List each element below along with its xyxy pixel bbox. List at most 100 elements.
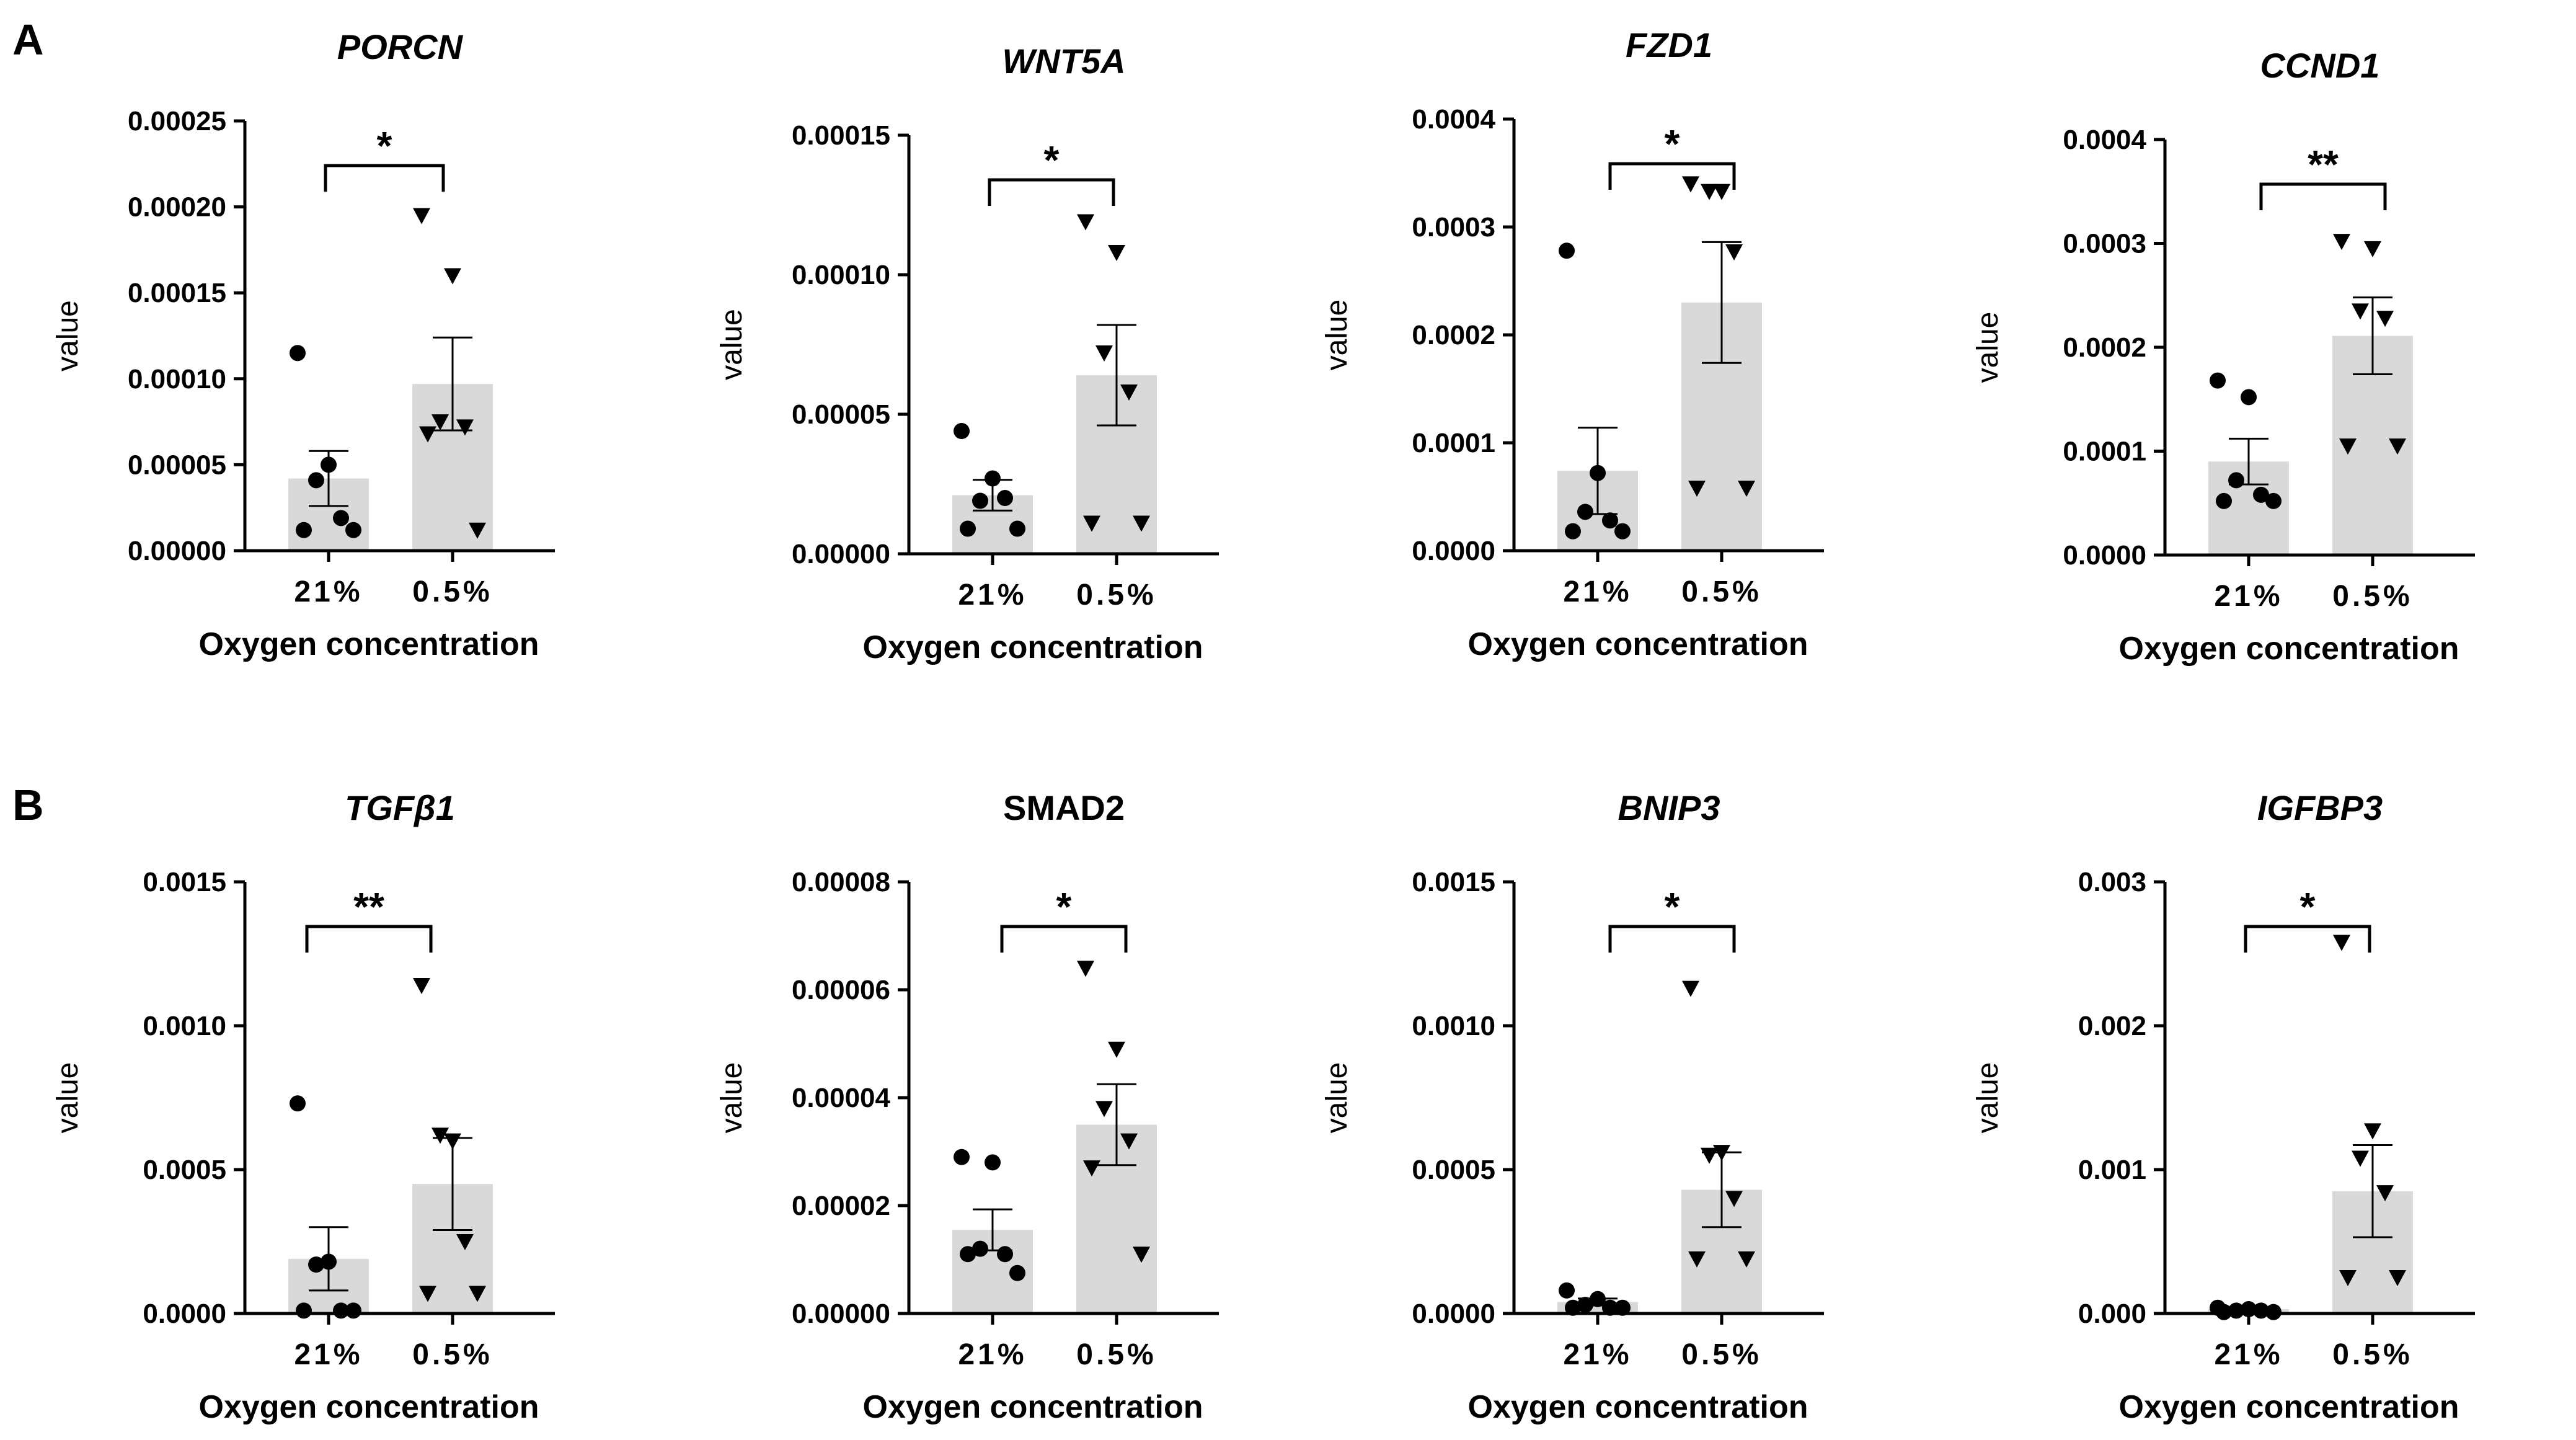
significance-bracket bbox=[2244, 925, 2371, 953]
data-point bbox=[2241, 389, 2257, 406]
data-point bbox=[2253, 486, 2269, 503]
data-point bbox=[2352, 1150, 2369, 1167]
data-point bbox=[1095, 1101, 1113, 1118]
data-point bbox=[2376, 311, 2394, 327]
y-tick-label: 0.0015 bbox=[143, 867, 226, 897]
data-point bbox=[1713, 1145, 1730, 1162]
y-tick-label: 0.0005 bbox=[1412, 1155, 1495, 1185]
x-axis-label: Oxygen concentration bbox=[1468, 1389, 1808, 1425]
data-point bbox=[985, 470, 1001, 487]
data-point bbox=[2333, 935, 2350, 951]
data-point bbox=[1133, 1247, 1150, 1263]
y-axis-label: value bbox=[51, 300, 84, 371]
data-point bbox=[1577, 1297, 1593, 1313]
significance-marker: ** bbox=[353, 884, 384, 929]
significance-marker: ** bbox=[2308, 142, 2339, 187]
data-point bbox=[997, 1246, 1013, 1263]
data-point bbox=[1009, 1264, 1025, 1281]
y-tick-label: 0.00015 bbox=[128, 278, 226, 308]
y-tick-label: 0.00010 bbox=[128, 364, 226, 394]
chart-porcn: PORCN 0.00000 0.00005 0.00010 0.00015 0.00020… bbox=[51, 27, 555, 662]
data-point bbox=[308, 472, 324, 489]
chart-fzd1: FZD1 0.0000 0.0001 0.0002 0.0003 0.0004 21% 0.5… bbox=[1321, 25, 1824, 662]
y-tick-label: 0.0003 bbox=[2063, 229, 2146, 259]
data-point bbox=[1077, 961, 1094, 977]
data-point bbox=[321, 1253, 337, 1270]
y-tick-label: 0.00004 bbox=[792, 1083, 891, 1113]
x-tick-label: 21% bbox=[2214, 580, 2283, 613]
data-point bbox=[419, 426, 436, 443]
x-axis-label: Oxygen concentration bbox=[199, 1389, 539, 1425]
data-point bbox=[2389, 438, 2406, 455]
panel-label-b: B bbox=[12, 781, 44, 829]
data-point bbox=[1565, 1299, 1581, 1316]
y-tick-label: 0.0001 bbox=[1412, 428, 1495, 458]
significance-marker: * bbox=[377, 123, 392, 168]
data-point bbox=[1083, 1160, 1100, 1177]
data-point bbox=[1701, 184, 1718, 200]
data-point bbox=[1077, 214, 1094, 231]
data-point bbox=[1713, 184, 1730, 200]
data-point bbox=[290, 345, 306, 362]
y-tick-label: 0.0004 bbox=[2063, 125, 2146, 155]
y-tick-label: 0.00010 bbox=[792, 260, 890, 290]
x-tick-label: 0.5% bbox=[1681, 1338, 1761, 1371]
y-axis-label: value bbox=[1972, 312, 2004, 383]
y-tick-label: 0.003 bbox=[2078, 867, 2146, 897]
y-tick-label: 0.0010 bbox=[1412, 1011, 1495, 1041]
x-tick-label: 0.5% bbox=[2332, 1338, 2412, 1371]
y-tick-label: 0.0003 bbox=[1412, 212, 1495, 242]
data-point bbox=[960, 1246, 976, 1263]
y-tick-label: 0.0015 bbox=[1412, 867, 1495, 897]
significance-bracket bbox=[988, 178, 1115, 206]
data-point bbox=[1095, 345, 1113, 362]
data-point bbox=[2389, 1270, 2406, 1286]
x-tick-label: 21% bbox=[958, 1338, 1027, 1371]
data-point bbox=[2265, 492, 2282, 509]
data-point bbox=[1120, 1133, 1138, 1150]
y-tick-label: 0.0004 bbox=[1412, 104, 1495, 135]
data-point bbox=[1614, 523, 1631, 540]
chart-title: TGFβ1 bbox=[345, 788, 455, 827]
data-point bbox=[419, 1286, 436, 1302]
chart-smad2: SMAD2 0.00000 0.00002 0.00004 0.00006 0.00008… bbox=[715, 788, 1219, 1425]
chart-title: CCND1 bbox=[2260, 46, 2380, 85]
x-tick-label: 0.5% bbox=[1076, 1338, 1156, 1371]
x-tick-label: 21% bbox=[294, 576, 363, 608]
y-tick-label: 0.00000 bbox=[792, 1299, 890, 1329]
data-point bbox=[972, 492, 988, 509]
y-tick-label: 0.001 bbox=[2078, 1155, 2146, 1185]
data-point bbox=[2339, 1270, 2357, 1286]
data-point bbox=[432, 1127, 449, 1144]
chart-title: SMAD2 bbox=[1003, 788, 1125, 827]
chart-title: PORCN bbox=[337, 27, 464, 66]
charts-layer: PORCN0.000000.000050.000100.000150.00020… bbox=[51, 25, 2475, 1425]
data-point bbox=[1009, 520, 1025, 537]
data-point bbox=[413, 978, 430, 995]
significance-bracket bbox=[1000, 925, 1128, 953]
y-tick-label: 0.00005 bbox=[792, 399, 890, 430]
data-point bbox=[1120, 384, 1138, 401]
data-point bbox=[954, 1149, 970, 1165]
x-tick-label: 21% bbox=[958, 579, 1027, 611]
data-point bbox=[1559, 1282, 1575, 1299]
significance-marker: * bbox=[1056, 884, 1072, 929]
data-point bbox=[469, 522, 486, 539]
significance-bracket bbox=[1608, 162, 1736, 190]
significance-bracket bbox=[1608, 925, 1736, 953]
data-point bbox=[2210, 372, 2226, 389]
y-axis-label: value bbox=[715, 309, 748, 380]
x-axis-label: Oxygen concentration bbox=[2119, 1389, 2459, 1425]
data-point bbox=[972, 1240, 988, 1257]
data-point bbox=[1559, 242, 1575, 259]
significance-marker: * bbox=[2300, 884, 2316, 929]
x-tick-label: 0.5% bbox=[412, 576, 492, 608]
data-point bbox=[2364, 241, 2381, 257]
data-point bbox=[1725, 1191, 1743, 1207]
data-point bbox=[308, 1256, 324, 1273]
panel-label-a: A bbox=[12, 16, 44, 64]
y-axis-label: value bbox=[1321, 300, 1353, 371]
y-axis-label: value bbox=[715, 1062, 748, 1134]
data-point bbox=[1565, 523, 1581, 540]
data-point bbox=[432, 414, 449, 431]
